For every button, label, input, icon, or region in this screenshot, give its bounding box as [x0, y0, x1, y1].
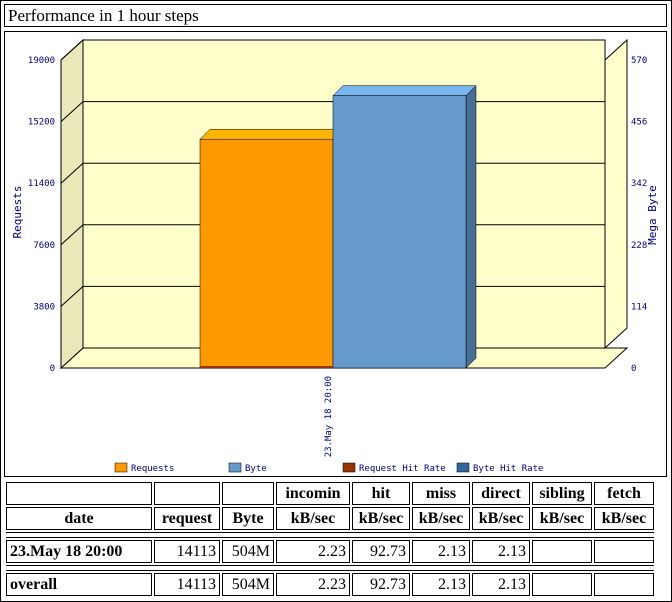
bar-requests — [199, 128, 344, 369]
legend-swatch — [456, 462, 470, 473]
header-cell: date — [6, 507, 152, 530]
y2-tick-label: 228 — [631, 241, 647, 251]
gridline — [60, 39, 84, 61]
y2-tick-label: 114 — [631, 302, 647, 312]
x-tick-label: 23.May 18 20:00 — [324, 376, 334, 457]
y-tick-label: 15200 — [28, 118, 55, 128]
legend-item: Byte Hit Rate — [456, 462, 543, 474]
gridline — [60, 286, 84, 307]
overall-byte: 504M — [222, 573, 274, 596]
bar-byte-face — [332, 95, 467, 369]
gridline — [60, 101, 84, 122]
separator — [6, 565, 654, 571]
right-axis-label: Mega Byte — [646, 185, 659, 245]
performance-chart: 0 3800 7600 11400 15200 19000 0 114 228 342 456 57… — [11, 38, 659, 474]
overall-request: 14113 — [154, 573, 220, 596]
bar-byte — [332, 85, 477, 369]
gridline — [60, 162, 84, 184]
y-tick-label: 11400 — [28, 179, 55, 189]
header-row-2: date request Byte kB/sec kB/sec kB/sec k… — [6, 507, 654, 530]
chart-right-wall — [604, 38, 628, 350]
header-cell: direct — [472, 482, 530, 505]
header-cell: incomin — [276, 482, 350, 505]
header-cell: kB/sec — [472, 507, 530, 530]
bar-requests-face — [199, 138, 334, 369]
header-cell: kB/sec — [412, 507, 470, 530]
left-axis-ticks: 0 3800 7600 11400 15200 19000 — [28, 56, 55, 374]
y-tick-label: 0 — [50, 364, 55, 374]
left-axis-label: Requests — [11, 186, 24, 239]
header-cell: kB/sec — [532, 507, 592, 530]
legend-label: Byte Hit Rate — [473, 464, 543, 474]
row-fetch — [594, 540, 654, 563]
bar-requests-top — [199, 128, 344, 140]
overall-hit: 92.73 — [352, 573, 410, 596]
row-sibling — [532, 540, 592, 563]
header-cell: kB/sec — [594, 507, 654, 530]
chart-panel: 0 3800 7600 11400 15200 19000 0 114 228 342 456 57… — [4, 31, 667, 477]
row-incoming: 2.23 — [276, 540, 350, 563]
overall-fetch — [594, 573, 654, 596]
legend-item: Requests — [114, 462, 174, 474]
row-direct: 2.13 — [472, 540, 530, 563]
y2-tick-label: 0 — [631, 364, 636, 374]
chart-left-wall — [60, 38, 84, 370]
overall-label: overall — [6, 573, 152, 596]
header-cell: kB/sec — [276, 507, 350, 530]
y-tick-label: 3800 — [33, 302, 55, 312]
separator-row — [6, 532, 654, 538]
header-cell: request — [154, 507, 220, 530]
legend-item: Request Hit Rate — [342, 462, 446, 474]
header-cell — [154, 482, 220, 505]
legend-item: Byte — [228, 462, 267, 474]
header-cell — [6, 482, 152, 505]
overall-row: overall 14113 504M 2.23 92.73 2.13 2.13 — [6, 573, 654, 596]
bar-request-hit-rate — [200, 366, 333, 368]
overall-sibling — [532, 573, 592, 596]
overall-miss: 2.13 — [412, 573, 470, 596]
header-cell: Byte — [222, 507, 274, 530]
header-cell: kB/sec — [352, 507, 410, 530]
overall-incoming: 2.23 — [276, 573, 350, 596]
table-row: 23.May 18 20:00 14113 504M 2.23 92.73 2.… — [6, 540, 654, 563]
legend-label: Byte — [245, 464, 267, 474]
header-cell — [222, 482, 274, 505]
row-request: 14113 — [154, 540, 220, 563]
row-date: 23.May 18 20:00 — [6, 540, 152, 563]
legend: Requests Byte Request Hit Rate Byte Hit Rat… — [114, 462, 543, 474]
overall-direct: 2.13 — [472, 573, 530, 596]
bar-byte-top — [332, 85, 477, 96]
separator — [6, 532, 654, 538]
y-tick-label: 7600 — [33, 241, 55, 251]
page-title: Performance in 1 hour steps — [4, 4, 667, 27]
separator-row — [6, 565, 654, 571]
y-tick-label: 19000 — [28, 56, 55, 66]
y2-tick-label: 570 — [631, 56, 647, 66]
header-row-1: incomin hit miss direct sibling fetch — [6, 482, 654, 505]
row-hit: 92.73 — [352, 540, 410, 563]
bar-byte-side — [465, 85, 477, 369]
header-cell: fetch — [594, 482, 654, 505]
row-byte: 504M — [222, 540, 274, 563]
legend-swatch — [114, 462, 128, 473]
legend-label: Request Hit Rate — [359, 464, 446, 474]
row-miss: 2.13 — [412, 540, 470, 563]
legend-label: Requests — [131, 464, 174, 474]
stats-table: incomin hit miss direct sibling fetch da… — [4, 480, 656, 598]
header-cell: hit — [352, 482, 410, 505]
gridline — [60, 224, 84, 246]
legend-swatch — [228, 462, 242, 473]
legend-swatch — [342, 462, 356, 473]
y2-tick-label: 456 — [631, 118, 647, 128]
y2-tick-label: 342 — [631, 179, 647, 189]
header-cell: miss — [412, 482, 470, 505]
right-axis-ticks: 0 114 228 342 456 570 — [631, 56, 647, 374]
bars — [199, 85, 477, 369]
header-cell: sibling — [532, 482, 592, 505]
